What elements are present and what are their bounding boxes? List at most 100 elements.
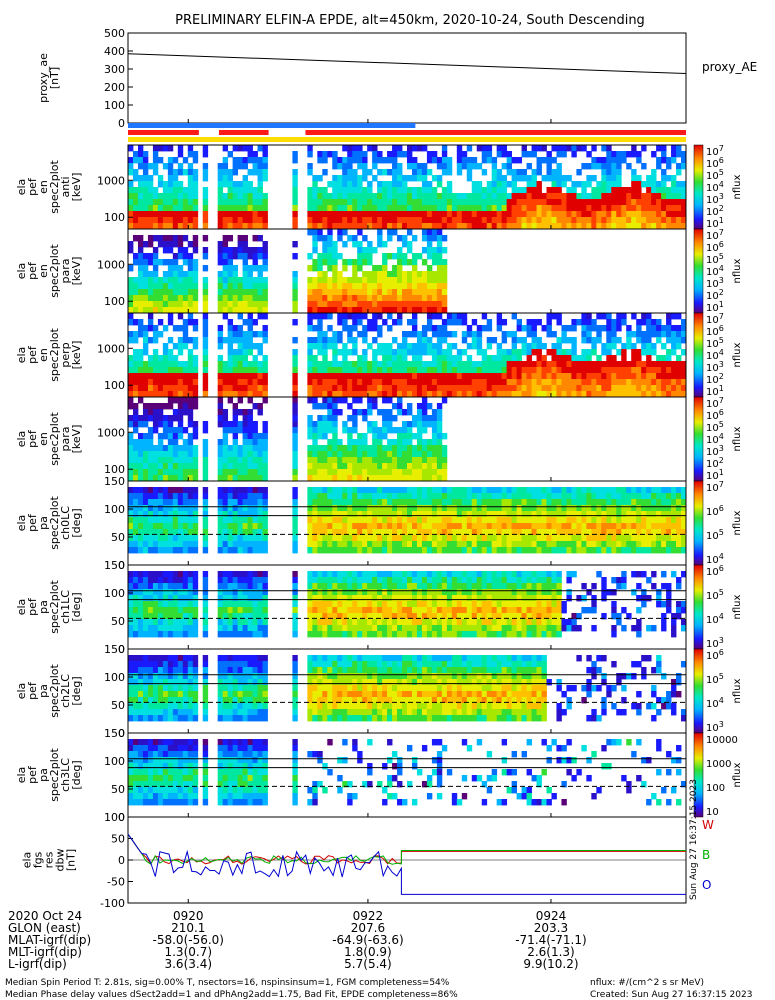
heat-cell xyxy=(177,367,184,374)
heat-cell xyxy=(182,247,189,254)
heat-cell xyxy=(441,331,448,338)
heat-cell xyxy=(372,463,378,470)
heat-cell xyxy=(222,205,229,212)
heat-cell xyxy=(257,433,263,440)
heat-cell xyxy=(327,427,333,434)
heat-cell xyxy=(387,253,393,260)
heat-cell xyxy=(551,217,557,224)
heat-cell xyxy=(546,169,552,176)
heat-cell xyxy=(531,499,537,506)
heat-cell xyxy=(392,253,398,260)
heat-cell xyxy=(661,343,667,350)
heat-cell xyxy=(646,391,652,398)
heat-cell xyxy=(397,439,403,446)
heat-cell xyxy=(471,157,478,164)
heat-cell xyxy=(496,529,503,536)
heat-cell xyxy=(357,175,363,182)
heat-cell xyxy=(177,169,184,176)
heat-cell xyxy=(372,307,378,314)
heat-cell xyxy=(551,361,557,368)
heat-cell xyxy=(392,463,398,470)
heat-cell xyxy=(397,463,403,470)
heat-cell xyxy=(426,475,433,482)
heat-cell xyxy=(566,535,572,542)
heat-cell xyxy=(421,235,428,242)
heat-cell xyxy=(651,535,657,542)
heat-cell xyxy=(312,301,318,308)
heat-cell xyxy=(426,403,433,410)
heat-cell xyxy=(591,349,597,356)
heat-cell xyxy=(546,313,552,320)
heat-cell xyxy=(317,301,323,308)
heat-cell xyxy=(646,211,652,218)
heat-cell xyxy=(262,265,268,272)
heat-cell xyxy=(416,529,423,536)
heat-cell xyxy=(661,505,667,512)
heat-cell xyxy=(611,487,617,494)
heat-cell xyxy=(137,487,144,494)
heat-cell xyxy=(611,337,617,344)
heat-cell xyxy=(292,397,298,404)
heat-cell xyxy=(431,535,438,542)
heat-cell xyxy=(128,187,134,194)
heat-cell xyxy=(142,199,149,206)
heat-cell xyxy=(411,487,418,494)
heat-cell xyxy=(426,277,433,284)
heat-cell xyxy=(571,385,577,392)
heat-cell xyxy=(247,379,253,386)
heat-cell xyxy=(252,301,258,308)
heat-cell xyxy=(431,445,438,452)
y-axis-label: pef xyxy=(26,429,39,448)
heat-cell xyxy=(571,373,577,380)
heat-cell xyxy=(646,517,652,524)
heat-cell xyxy=(362,475,368,482)
heat-cell xyxy=(237,493,243,500)
heat-cell xyxy=(541,193,547,200)
heat-cell xyxy=(352,427,358,434)
heat-cell xyxy=(397,283,403,290)
heat-cell xyxy=(466,385,473,392)
heat-cell xyxy=(172,583,179,590)
heat-cell xyxy=(317,445,323,452)
heat-cell xyxy=(352,463,358,470)
heat-cell xyxy=(147,547,154,554)
heat-cell xyxy=(128,193,134,200)
heat-cell xyxy=(312,373,318,380)
heat-cell xyxy=(631,187,637,194)
heat-cell xyxy=(227,367,234,374)
heat-cell xyxy=(521,349,527,356)
heat-cell xyxy=(436,433,443,440)
heat-cell xyxy=(307,397,313,404)
heat-cell xyxy=(128,319,134,326)
heat-cell xyxy=(626,541,632,548)
heat-cell xyxy=(232,625,239,632)
heat-cell xyxy=(247,367,253,374)
heat-cell xyxy=(397,427,403,434)
heat-cell xyxy=(451,211,458,218)
heat-cell xyxy=(411,355,418,362)
heat-cell xyxy=(377,409,383,416)
heat-cell xyxy=(431,439,438,446)
heat-cell xyxy=(666,205,672,212)
heat-cell xyxy=(137,547,144,554)
heat-cell xyxy=(252,511,258,518)
heat-cell xyxy=(257,289,263,296)
heat-cell xyxy=(292,469,298,476)
heat-cell xyxy=(167,607,174,614)
heat-cell xyxy=(227,151,234,158)
heat-cell xyxy=(142,571,149,578)
heat-cell xyxy=(436,325,443,332)
heat-cell xyxy=(646,217,652,224)
heat-cell xyxy=(247,415,253,422)
heat-cell xyxy=(147,283,154,290)
heat-cell xyxy=(407,361,413,368)
heat-cell xyxy=(367,307,373,314)
heat-cell xyxy=(367,271,373,278)
heat-cell xyxy=(496,175,503,182)
heat-cell xyxy=(407,535,413,542)
heat-cell xyxy=(671,385,677,392)
heat-cell xyxy=(192,469,199,476)
heat-cell xyxy=(157,391,164,398)
heat-cell xyxy=(147,439,154,446)
heat-cell xyxy=(252,151,258,158)
